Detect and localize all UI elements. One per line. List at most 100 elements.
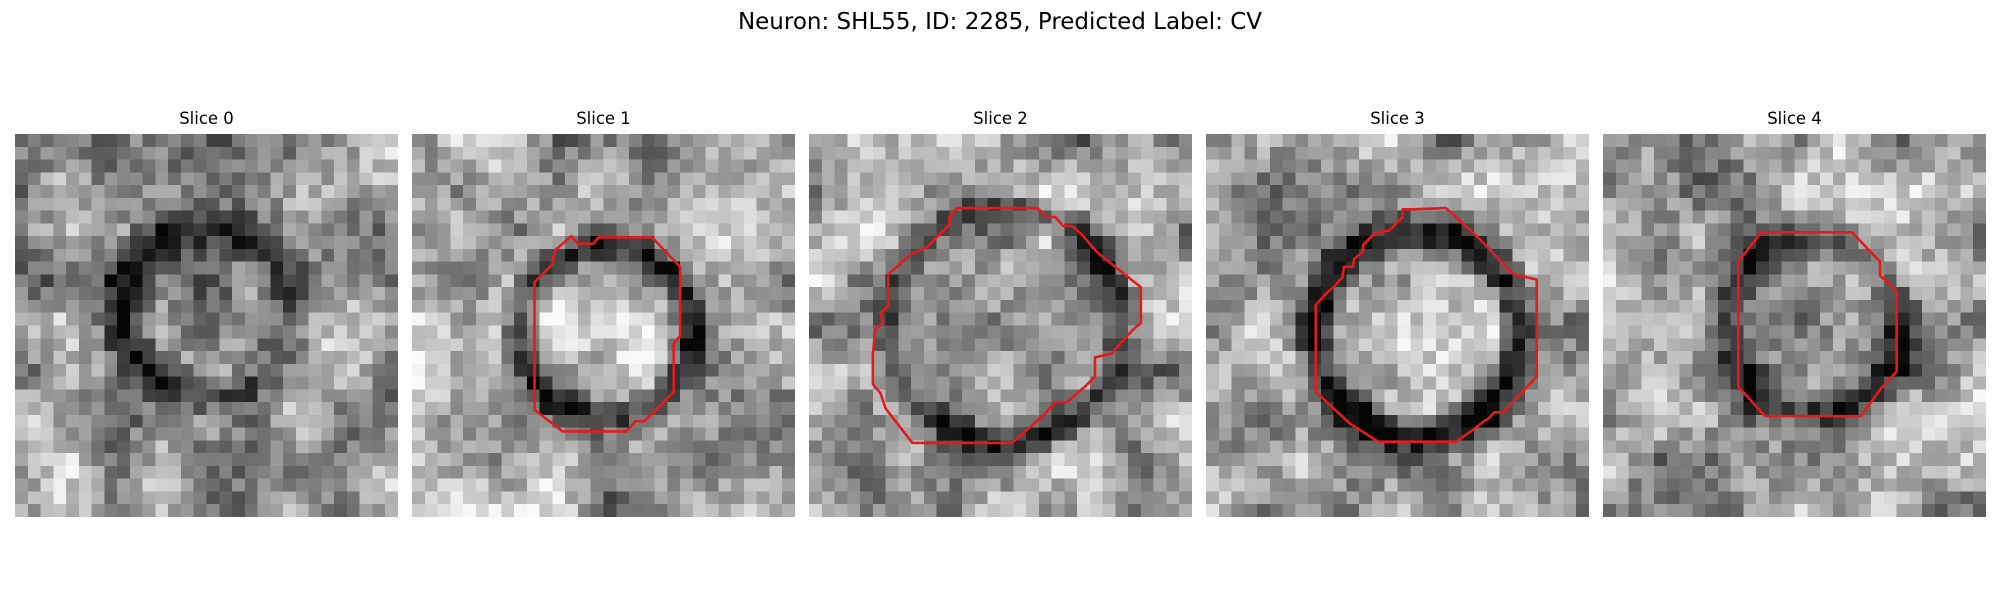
pixel (1013, 402, 1027, 416)
pixel (616, 402, 630, 416)
pixel (705, 491, 719, 505)
pixel (155, 376, 169, 390)
pixel (552, 376, 566, 390)
pixel (180, 363, 194, 377)
pixel (1064, 376, 1078, 390)
pixel (1909, 440, 1923, 454)
pixel (1435, 338, 1449, 352)
pixel (1448, 363, 1462, 377)
pixel (1397, 389, 1411, 403)
pixel (1973, 389, 1986, 403)
pixel (1756, 389, 1770, 403)
pixel (1615, 389, 1629, 403)
pixel (206, 465, 220, 479)
pixel (1218, 440, 1232, 454)
pixel (232, 299, 246, 313)
pixel (1628, 465, 1642, 479)
pixel (577, 440, 591, 454)
pixel (155, 453, 169, 467)
pixel (91, 261, 105, 275)
pixel (1128, 185, 1142, 199)
pixel (1384, 427, 1398, 441)
pixel (40, 414, 54, 428)
pixel (1615, 478, 1629, 492)
pixel (847, 491, 861, 505)
pixel (1320, 504, 1334, 517)
pixel (1871, 299, 1885, 313)
pixel (1474, 172, 1488, 186)
pixel (1474, 440, 1488, 454)
pixel (1269, 172, 1283, 186)
pixel (731, 197, 745, 211)
pixel (603, 134, 617, 148)
pixel (1525, 325, 1539, 339)
pixel (27, 363, 41, 377)
pixel (1320, 146, 1334, 160)
pixel (232, 338, 246, 352)
pixel (1410, 338, 1424, 352)
pixel (1282, 363, 1296, 377)
pixel (1896, 465, 1910, 479)
pixel (1000, 274, 1014, 288)
pixel (1295, 427, 1309, 441)
pixel (53, 146, 67, 160)
pixel (1858, 287, 1872, 301)
pixel (1359, 363, 1373, 377)
pixel (1244, 134, 1258, 148)
pixel (206, 478, 220, 492)
pixel (27, 414, 41, 428)
pixel (974, 491, 988, 505)
pixel (142, 159, 156, 173)
pixel (1692, 414, 1706, 428)
pixel (1218, 287, 1232, 301)
pixel (1089, 478, 1103, 492)
pixel (1486, 465, 1500, 479)
pixel (1743, 236, 1757, 250)
pixel (1603, 453, 1617, 467)
pixel (155, 338, 169, 352)
pixel (232, 363, 246, 377)
pixel (1051, 261, 1065, 275)
pixel (923, 465, 937, 479)
pixel (1000, 414, 1014, 428)
pixel (1371, 376, 1385, 390)
pixel (872, 274, 886, 288)
pixel (1883, 223, 1897, 237)
pixel (104, 299, 118, 313)
pixel (809, 363, 823, 377)
pixel (809, 197, 823, 211)
pixel (577, 159, 591, 173)
pixel (1576, 261, 1589, 275)
pixel (1512, 376, 1526, 390)
pixel (514, 210, 528, 224)
pixel (1960, 376, 1974, 390)
pixel (1231, 427, 1245, 441)
pixel (412, 274, 426, 288)
pixel (1679, 491, 1693, 505)
pixel (1128, 223, 1142, 237)
pixel (475, 351, 489, 365)
pixel (898, 465, 912, 479)
pixel (1666, 389, 1680, 403)
pixel (1705, 261, 1719, 275)
pixel (15, 427, 29, 441)
pixel (974, 299, 988, 313)
pixel (603, 299, 617, 313)
pixel (603, 338, 617, 352)
pixel (782, 172, 795, 186)
pixel (654, 351, 668, 365)
pixel (692, 236, 706, 250)
pixel (27, 325, 41, 339)
pixel (463, 172, 477, 186)
pixel (1947, 402, 1961, 416)
pixel (424, 261, 438, 275)
pixel (1282, 223, 1296, 237)
pixel (1231, 376, 1245, 390)
pixel (1333, 351, 1347, 365)
pixel (1026, 159, 1040, 173)
pixel (463, 274, 477, 288)
pixel (1435, 376, 1449, 390)
pixel (1295, 312, 1309, 326)
pixel (577, 185, 591, 199)
pixel (552, 172, 566, 186)
